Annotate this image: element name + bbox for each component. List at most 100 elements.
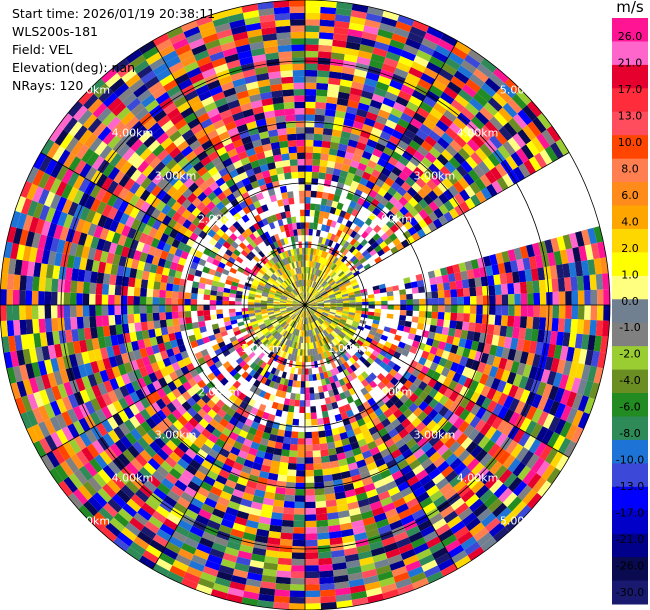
- range-gate: [89, 282, 97, 294]
- range-gate: [305, 565, 319, 572]
- range-gate: [355, 305, 363, 308]
- range-gate: [320, 272, 326, 279]
- range-gate: [140, 287, 147, 297]
- range-gate: [114, 295, 121, 305]
- range-gate: [326, 276, 332, 283]
- range-gate: [549, 330, 558, 345]
- range-gate: [76, 281, 84, 294]
- range-gate: [347, 139, 358, 148]
- range-gate: [401, 150, 414, 162]
- range-gate: [139, 296, 147, 305]
- range-gate: [391, 129, 404, 140]
- range-gate: [460, 270, 469, 281]
- range-gate: [400, 84, 415, 96]
- range-gate: [343, 302, 350, 305]
- range-gate: [390, 181, 401, 192]
- range-gate: [487, 324, 495, 335]
- range-gate: [436, 318, 444, 327]
- range-gate: [305, 6, 321, 14]
- range-gate: [76, 316, 84, 329]
- range-gate: [430, 284, 438, 292]
- range-gate: [408, 217, 419, 227]
- range-gate: [366, 245, 375, 253]
- range-gate: [368, 343, 377, 350]
- range-gate: [507, 98, 523, 114]
- range-gate: [339, 210, 347, 218]
- range-gate: [185, 322, 194, 331]
- range-gate: [390, 377, 399, 386]
- range-gate: [305, 0, 321, 7]
- range-gate: [468, 322, 476, 332]
- range-gate: [472, 268, 481, 279]
- range-gate: [503, 336, 513, 349]
- range-gate: [507, 458, 521, 473]
- range-gate: [314, 313, 320, 318]
- range-gate: [294, 508, 305, 515]
- range-gate: [507, 249, 517, 262]
- range-gate: [365, 336, 373, 344]
- range-gate: [328, 293, 336, 298]
- range-gate: [312, 437, 320, 445]
- range-gate: [290, 584, 305, 591]
- range-gate: [408, 207, 419, 217]
- range-gate: [443, 282, 451, 291]
- range-gate: [365, 12, 383, 23]
- range-gate: [339, 286, 347, 292]
- range-gate: [584, 349, 594, 366]
- range-gate: [381, 377, 390, 386]
- range-gate: [306, 292, 308, 299]
- range-gate: [412, 192, 424, 203]
- range-gate: [528, 438, 542, 454]
- range-gate: [63, 292, 71, 305]
- range-gate: [127, 305, 134, 315]
- range-gate: [311, 418, 318, 426]
- range-gate: [305, 127, 315, 134]
- range-gate: [317, 538, 331, 547]
- range-gate: [340, 339, 348, 346]
- range-gate: [216, 295, 223, 301]
- range-gate: [339, 231, 347, 239]
- range-gate: [464, 54, 481, 69]
- range-gate: [433, 268, 442, 278]
- range-gate: [459, 189, 471, 202]
- range-gate: [133, 287, 141, 297]
- range-gate: [373, 315, 381, 321]
- range-gate: [285, 488, 296, 496]
- range-gate: [335, 325, 343, 332]
- range-gate: [336, 149, 347, 158]
- range-gate: [338, 333, 345, 339]
- range-gate: [488, 285, 496, 296]
- range-gate: [342, 60, 357, 69]
- range-gate: [305, 546, 318, 553]
- range-gate: [524, 377, 535, 392]
- range-gate: [305, 590, 321, 598]
- range-gate: [391, 73, 406, 85]
- range-gate: [342, 248, 349, 256]
- range-gate: [397, 139, 409, 151]
- range-gate: [390, 385, 400, 395]
- range-gate: [403, 128, 416, 140]
- range-gate: [310, 412, 317, 420]
- range-gate: [364, 144, 375, 155]
- range-gate: [305, 95, 316, 102]
- range-gate: [487, 275, 495, 286]
- range-gate: [507, 283, 515, 295]
- range-gate: [317, 286, 323, 292]
- range-gate: [406, 123, 420, 135]
- range-gate: [370, 326, 378, 333]
- range-gate: [404, 389, 414, 399]
- range-gate: [526, 100, 542, 118]
- range-gate: [413, 222, 423, 233]
- range-gate: [479, 174, 492, 188]
- range-gate: [305, 69, 318, 77]
- range-gate: [309, 209, 315, 217]
- range-gate: [146, 313, 154, 322]
- range-gate: [487, 443, 501, 457]
- range-gate: [381, 224, 390, 233]
- range-gate: [359, 44, 375, 54]
- range-gate: [309, 222, 314, 230]
- range-gate: [480, 470, 494, 485]
- range-gate: [305, 533, 318, 541]
- range-gate: [356, 243, 364, 252]
- range-gate: [349, 302, 356, 305]
